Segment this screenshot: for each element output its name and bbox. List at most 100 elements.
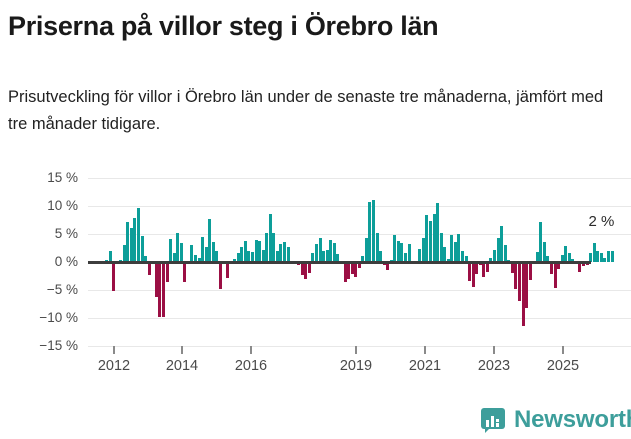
page-title: Priserna på villor steg i Örebro län xyxy=(8,11,439,41)
chart-bar xyxy=(112,262,116,292)
x-axis-tick-mark xyxy=(562,346,564,354)
x-axis-tick-label: 2019 xyxy=(339,358,373,374)
bar-chart-speech-bubble-icon xyxy=(481,408,505,433)
chart-bar xyxy=(418,248,422,262)
chart-bar xyxy=(161,262,165,318)
chart-bar xyxy=(404,253,408,262)
chart-bar xyxy=(364,238,368,262)
chart-bar xyxy=(564,246,568,262)
chart-bar xyxy=(108,250,112,262)
chart-bar xyxy=(439,233,443,262)
chart-bar xyxy=(514,262,518,289)
zero-axis-line xyxy=(88,261,591,264)
x-axis-tick-mark xyxy=(113,346,115,354)
chart-bar xyxy=(428,220,432,262)
chart-bar xyxy=(211,241,215,262)
chart-bar xyxy=(265,233,269,262)
chart-bar xyxy=(304,262,308,279)
chart-bar xyxy=(610,250,614,262)
chart-bar xyxy=(546,256,550,262)
chart-bar xyxy=(457,234,461,262)
chart-bar xyxy=(396,240,400,262)
chart-bar xyxy=(226,262,230,279)
chart-bar xyxy=(300,262,304,276)
chart-bar xyxy=(201,237,205,262)
chart-bar xyxy=(343,262,347,283)
chart-bar xyxy=(247,250,251,262)
chart-bar xyxy=(567,253,571,262)
chart-bar xyxy=(372,200,375,262)
chart-bar xyxy=(147,262,151,275)
gridline xyxy=(88,346,631,347)
chart-bar xyxy=(425,214,429,262)
chart-bar xyxy=(268,213,272,262)
chart-bar xyxy=(129,228,133,262)
newsworthy-logo-text: Newsworthy xyxy=(514,406,631,433)
chart-bar xyxy=(194,255,197,262)
chart-bar xyxy=(311,253,315,262)
chart-bar xyxy=(550,262,553,275)
chart-bar xyxy=(347,262,351,279)
chart-bar xyxy=(521,262,525,326)
chart-bar xyxy=(525,262,529,308)
y-axis-tick-label: −15 % xyxy=(39,338,78,353)
chart-bar xyxy=(307,262,311,274)
y-axis-tick-label: 0 % xyxy=(54,254,78,269)
chart-bar xyxy=(553,262,557,288)
chart-bar xyxy=(279,243,283,262)
chart-bar xyxy=(357,262,361,268)
chart-bar xyxy=(592,242,596,262)
chart-bar xyxy=(332,242,336,262)
chart-bar xyxy=(503,245,507,262)
x-axis-tick-mark xyxy=(355,346,357,354)
chart-bar xyxy=(154,262,158,297)
chart-bar xyxy=(329,239,333,262)
chart-bar xyxy=(254,239,258,262)
x-axis-tick-label: 2023 xyxy=(477,358,511,374)
chart-bar xyxy=(122,245,126,262)
chart-bar xyxy=(493,249,497,262)
chart-bar xyxy=(393,235,397,262)
chart-bar xyxy=(169,239,173,262)
chart-bar xyxy=(272,233,276,262)
chart-bar xyxy=(375,233,379,262)
y-axis-tick-label: 5 % xyxy=(54,226,78,241)
chart-bar xyxy=(318,238,322,262)
chart-bar xyxy=(386,262,390,270)
chart-bar xyxy=(507,259,511,262)
chart-bar xyxy=(589,253,593,262)
newsworthy-logo: Newsworthy xyxy=(481,405,631,435)
chart-bar xyxy=(599,253,603,262)
chart-bar xyxy=(315,244,319,262)
chart-bar xyxy=(144,256,148,262)
y-axis-tick-label: −10 % xyxy=(39,310,78,325)
chart-bar xyxy=(165,262,169,283)
chart-subtitle: Prisutveckling för villor i Örebro län u… xyxy=(8,88,604,133)
chart-bar xyxy=(361,256,365,262)
x-axis-tick-mark xyxy=(181,346,183,354)
y-axis-tick-label: 10 % xyxy=(47,198,78,213)
chart-bar xyxy=(446,258,450,262)
chart-bar xyxy=(275,250,279,262)
chart-bar xyxy=(453,241,457,262)
chart-bar xyxy=(582,262,586,267)
chart-bar xyxy=(126,221,130,262)
chart-bar xyxy=(528,262,532,280)
chart-bar xyxy=(407,243,411,262)
x-axis-tick-label: 2014 xyxy=(165,358,199,374)
y-axis-tick-label: 15 % xyxy=(47,170,78,185)
chart-bar xyxy=(443,247,447,262)
x-axis-tick-label: 2025 xyxy=(546,358,580,374)
chart-bar xyxy=(560,255,564,262)
chart-bar xyxy=(368,202,372,262)
chart-bar xyxy=(218,262,222,290)
chart-bar xyxy=(489,257,493,262)
chart-bar xyxy=(236,253,240,262)
x-axis-tick-label: 2012 xyxy=(97,358,131,374)
chart-bar xyxy=(176,232,180,262)
gridline xyxy=(88,234,631,235)
chart-bar xyxy=(578,262,582,273)
x-axis-tick-label: 2016 xyxy=(234,358,268,374)
chart-bar xyxy=(468,262,472,282)
